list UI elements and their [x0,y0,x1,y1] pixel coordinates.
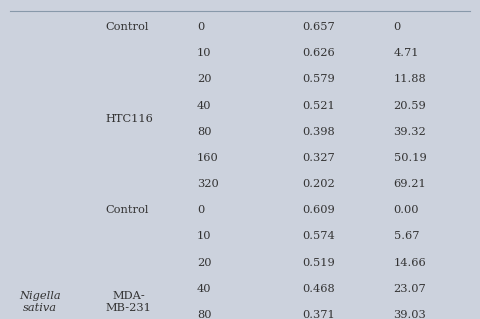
Text: 39.32: 39.32 [394,127,426,137]
Text: MDA-
MB-231: MDA- MB-231 [106,291,152,313]
Text: 0.371: 0.371 [302,310,335,319]
Text: 0.521: 0.521 [302,100,335,111]
Text: 10: 10 [197,231,211,241]
Text: 5.67: 5.67 [394,231,419,241]
Text: 0.579: 0.579 [302,74,335,85]
Text: 4.71: 4.71 [394,48,419,58]
Text: 20: 20 [197,74,211,85]
Text: 0.327: 0.327 [302,153,335,163]
Text: 39.03: 39.03 [394,310,426,319]
Text: 23.07: 23.07 [394,284,426,294]
Text: 0.574: 0.574 [302,231,335,241]
Text: 0.398: 0.398 [302,127,335,137]
Text: 0.657: 0.657 [302,22,335,32]
Text: Control: Control [106,22,149,32]
Text: 14.66: 14.66 [394,257,426,268]
Text: 0.468: 0.468 [302,284,335,294]
Text: 10: 10 [197,48,211,58]
Text: 0: 0 [394,22,401,32]
Text: Control: Control [106,205,149,215]
Text: 69.21: 69.21 [394,179,426,189]
Text: 50.19: 50.19 [394,153,426,163]
Text: 80: 80 [197,310,211,319]
Text: 80: 80 [197,127,211,137]
Text: 0: 0 [197,22,204,32]
Text: 0: 0 [197,205,204,215]
Text: 20.59: 20.59 [394,100,426,111]
Text: 160: 160 [197,153,218,163]
Text: 0.626: 0.626 [302,48,335,58]
Text: 20: 20 [197,257,211,268]
Text: 320: 320 [197,179,218,189]
Text: 40: 40 [197,100,211,111]
Text: 0.519: 0.519 [302,257,335,268]
Text: 0.202: 0.202 [302,179,335,189]
Text: 40: 40 [197,284,211,294]
Text: HTC116: HTC116 [106,114,154,124]
Text: 0.00: 0.00 [394,205,419,215]
Text: 11.88: 11.88 [394,74,426,85]
Text: Nigella
sativa: Nigella sativa [19,291,61,313]
Text: 0.609: 0.609 [302,205,335,215]
